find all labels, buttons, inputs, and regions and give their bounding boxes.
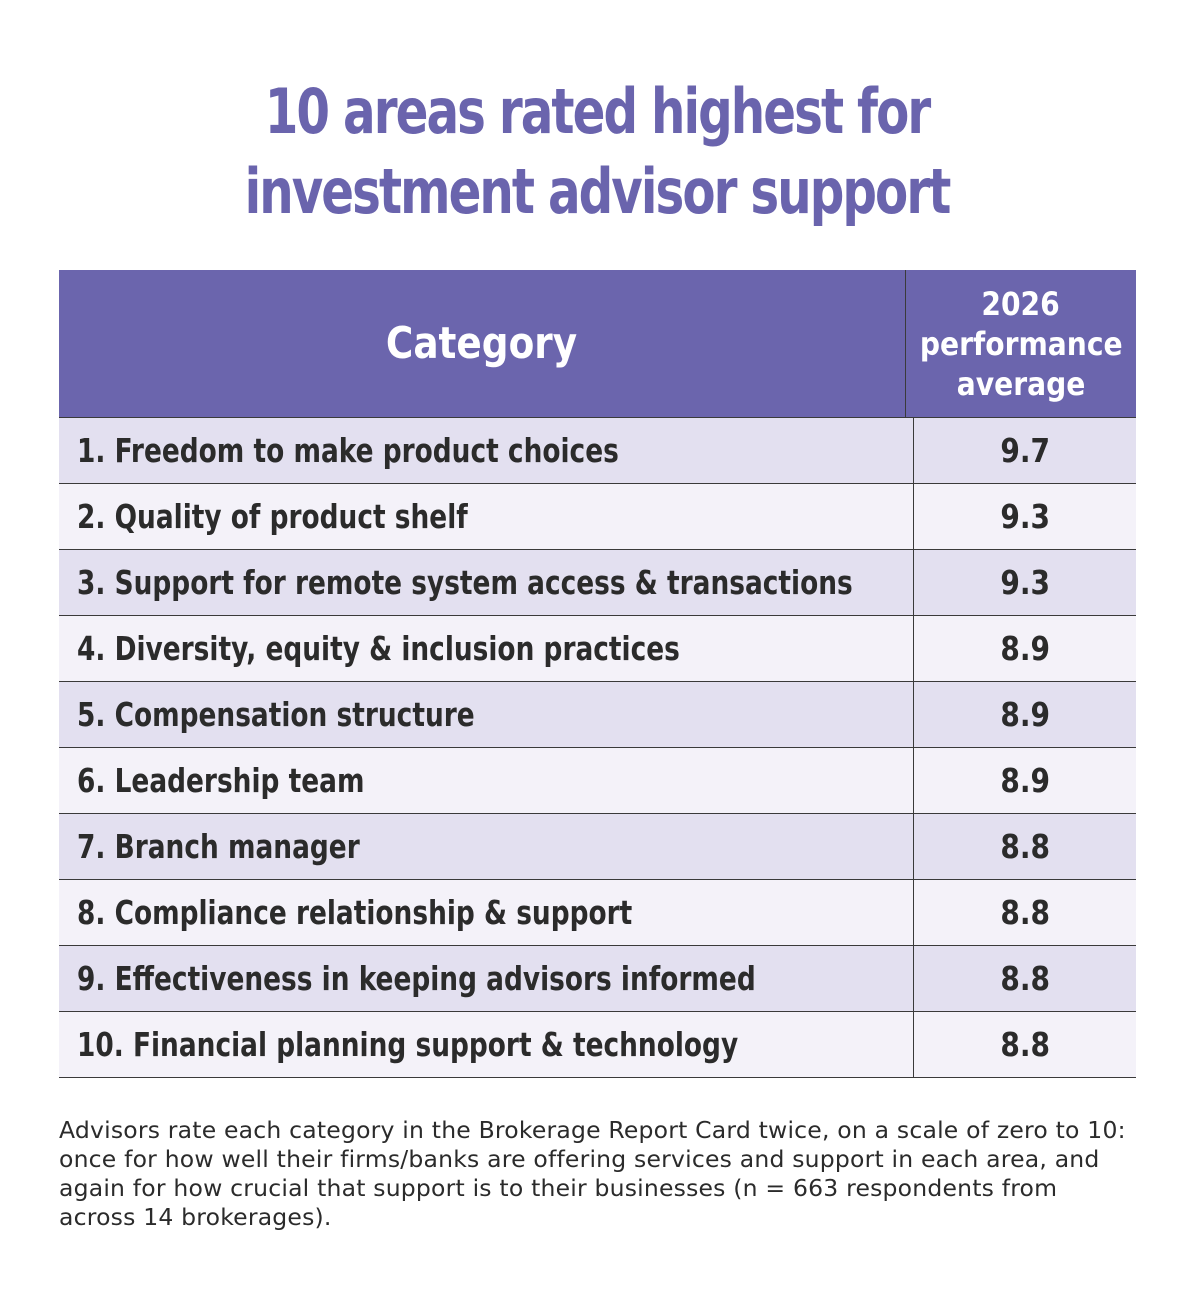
ratings-table: Category 2026 performance average 1. Fre…	[59, 270, 1136, 1078]
row-category-label: 8. Compliance relationship & support	[77, 893, 633, 932]
row-value-cell: 9.7	[914, 418, 1136, 483]
table-header: Category 2026 performance average	[59, 270, 1136, 418]
row-value-cell: 8.8	[914, 1012, 1136, 1077]
row-value-cell: 8.8	[914, 946, 1136, 1011]
header-value-line-3: average	[956, 364, 1086, 403]
table-row: 10. Financial planning support & technol…	[59, 1012, 1136, 1078]
row-value-cell: 8.8	[914, 814, 1136, 879]
row-category-label: 1. Freedom to make product choices	[77, 431, 619, 470]
table-row: 7. Branch manager 8.8	[59, 814, 1136, 880]
row-category-cell: 5. Compensation structure	[59, 682, 914, 747]
row-value-label: 8.8	[1000, 1025, 1050, 1064]
table-row: 4. Diversity, equity & inclusion practic…	[59, 616, 1136, 682]
row-value-label: 9.3	[1000, 497, 1050, 536]
row-category-cell: 10. Financial planning support & technol…	[59, 1012, 914, 1077]
row-category-label: 3. Support for remote system access & tr…	[77, 563, 853, 602]
row-category-cell: 2. Quality of product shelf	[59, 484, 914, 549]
table-row: 5. Compensation structure 8.9	[59, 682, 1136, 748]
row-value-cell: 8.8	[914, 880, 1136, 945]
table-row: 9. Effectiveness in keeping advisors inf…	[59, 946, 1136, 1012]
header-value-line-1: 2026	[981, 284, 1060, 323]
header-category: Category	[59, 270, 906, 417]
row-category-label: 5. Compensation structure	[77, 695, 475, 734]
row-category-label: 4. Diversity, equity & inclusion practic…	[77, 629, 680, 668]
row-value-label: 8.8	[1000, 827, 1050, 866]
row-category-label: 9. Effectiveness in keeping advisors inf…	[77, 959, 756, 998]
header-value: 2026 performance average	[906, 270, 1136, 417]
table-row: 1. Freedom to make product choices 9.7	[59, 418, 1136, 484]
table-body: 1. Freedom to make product choices 9.7 2. …	[59, 418, 1136, 1078]
row-value-label: 9.3	[1000, 563, 1050, 602]
row-category-cell: 4. Diversity, equity & inclusion practic…	[59, 616, 914, 681]
table-row: 2. Quality of product shelf 9.3	[59, 484, 1136, 550]
footnote: Advisors rate each category in the Broke…	[59, 1116, 1126, 1231]
row-value-cell: 8.9	[914, 616, 1136, 681]
row-value-label: 9.7	[1000, 431, 1050, 470]
table-row: 6. Leadership team 8.9	[59, 748, 1136, 814]
row-category-cell: 1. Freedom to make product choices	[59, 418, 914, 483]
row-value-label: 8.9	[1000, 695, 1050, 734]
row-category-label: 6. Leadership team	[77, 761, 365, 800]
row-category-label: 10. Financial planning support & technol…	[77, 1025, 739, 1064]
table-row: 3. Support for remote system access & tr…	[59, 550, 1136, 616]
row-value-cell: 9.3	[914, 550, 1136, 615]
row-value-label: 8.9	[1000, 629, 1050, 668]
row-category-label: 2. Quality of product shelf	[77, 497, 468, 536]
chart-title-line-2: investment advisor support	[244, 155, 952, 228]
row-category-cell: 6. Leadership team	[59, 748, 914, 813]
row-value-label: 8.8	[1000, 959, 1050, 998]
chart-title: 10 areas rated highest for investment ad…	[131, 72, 1062, 232]
header-category-label: Category	[386, 318, 578, 369]
table-row: 8. Compliance relationship & support 8.8	[59, 880, 1136, 946]
row-value-cell: 8.9	[914, 748, 1136, 813]
header-value-line-2: performance	[919, 324, 1123, 363]
row-category-label: 7. Branch manager	[77, 827, 360, 866]
row-value-label: 8.9	[1000, 761, 1050, 800]
row-value-cell: 9.3	[914, 484, 1136, 549]
chart-title-line-1: 10 areas rated highest for	[264, 75, 931, 148]
row-value-cell: 8.9	[914, 682, 1136, 747]
row-value-label: 8.8	[1000, 893, 1050, 932]
row-category-cell: 9. Effectiveness in keeping advisors inf…	[59, 946, 914, 1011]
row-category-cell: 7. Branch manager	[59, 814, 914, 879]
row-category-cell: 8. Compliance relationship & support	[59, 880, 914, 945]
row-category-cell: 3. Support for remote system access & tr…	[59, 550, 914, 615]
